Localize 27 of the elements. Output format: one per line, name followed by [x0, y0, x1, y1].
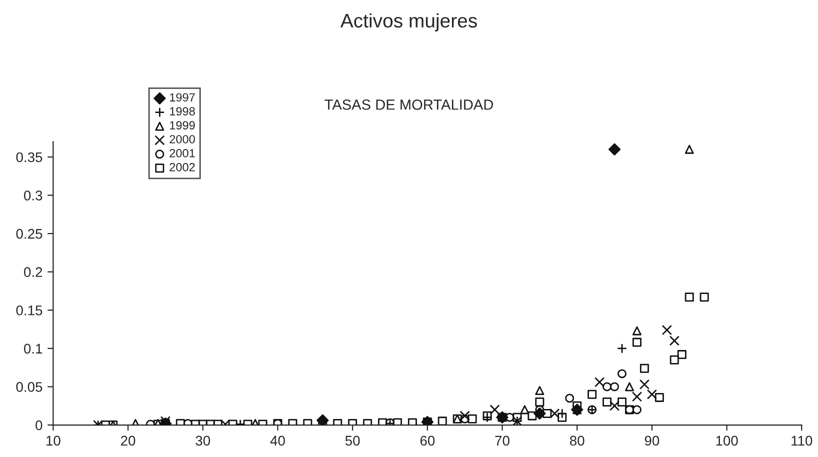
x-tick-label: 90 — [644, 436, 660, 446]
x-tick-label: 80 — [570, 436, 584, 446]
legend-label: 1999 — [170, 121, 195, 130]
x-tick-label: 70 — [495, 436, 510, 446]
legend-label: 2001 — [170, 149, 195, 158]
x-tick-label: 100 — [716, 436, 738, 446]
y-tick-label: 0.2 — [24, 267, 42, 278]
legend-label: 1997 — [170, 93, 195, 102]
legend-label: 1998 — [170, 107, 195, 116]
x-tick-label: 50 — [345, 436, 360, 446]
y-tick-label: 0.25 — [16, 228, 42, 239]
x-tick-label: 60 — [420, 436, 435, 446]
x-tick-label: 110 — [792, 436, 812, 446]
x-tick-label: 40 — [270, 436, 285, 446]
y-tick-label: 0.1 — [24, 344, 42, 354]
y-tick-label: 0.05 — [16, 382, 42, 392]
y-tick-label: 0.15 — [16, 305, 42, 316]
y-tick-label: 0 — [36, 420, 42, 430]
x-tick-label: 30 — [196, 436, 210, 446]
x-tick-label: 20 — [120, 436, 136, 446]
y-tick-label: 0.3 — [24, 190, 42, 200]
legend-label: 2000 — [170, 135, 195, 144]
x-tick-label: 10 — [46, 436, 60, 446]
y-tick-label: 0.35 — [16, 152, 42, 162]
chart-title: Activos mujeres — [340, 13, 477, 32]
legend-label: 2002 — [170, 162, 195, 172]
chart-subtitle: TASAS DE MORTALIDAD — [324, 99, 493, 110]
